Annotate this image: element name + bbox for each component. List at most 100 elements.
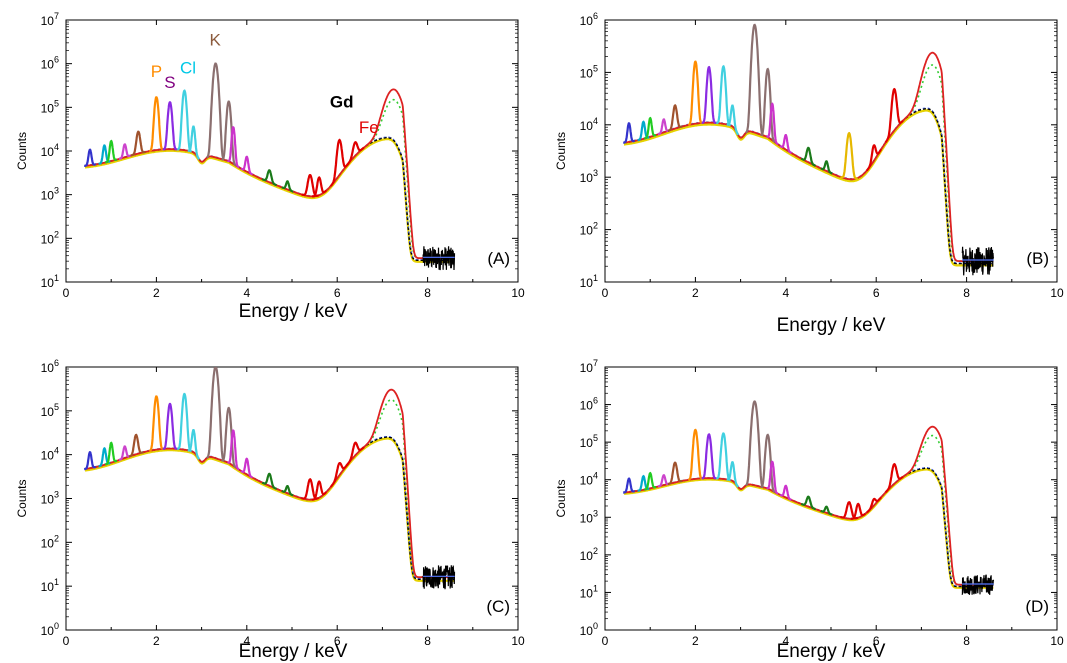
element-label: K <box>209 31 221 50</box>
y-tick-label: 101 <box>41 273 59 290</box>
peak-mark <box>840 131 859 180</box>
y-tick-label: 104 <box>580 471 598 488</box>
x-tick-label: 2 <box>692 286 699 300</box>
x-tick-label: 8 <box>963 634 970 648</box>
y-tick-label: 106 <box>580 11 598 28</box>
panel-2: 0 2 4 6 8 10 101 102 103 104 105 106 Energy / keV Cou… <box>554 11 1064 336</box>
element-label: Cl <box>180 58 196 77</box>
peak-mark <box>866 496 882 514</box>
peak-mark <box>281 180 294 193</box>
peak-mark <box>800 146 817 167</box>
element-label: S <box>164 73 175 92</box>
rayleigh-series <box>84 388 455 579</box>
peak-mark <box>206 62 225 161</box>
y-axis-label: Counts <box>15 132 29 170</box>
y-tick-label: 105 <box>580 433 598 450</box>
y-tick-label: 104 <box>41 142 59 159</box>
x-tick-label: 2 <box>153 286 160 300</box>
measured-tail-series <box>422 246 456 271</box>
peak-mark <box>760 433 776 494</box>
peak-mark <box>221 406 237 469</box>
scatter-background-series <box>624 107 994 264</box>
panel-1: 0 2 4 6 8 10 101 102 103 104 105 106 107 Energy / keV… <box>15 11 525 322</box>
panel-label: (C) <box>486 597 510 616</box>
rayleigh-series <box>84 88 455 260</box>
peak-mark <box>240 155 253 176</box>
model-background-series <box>624 107 994 265</box>
peak-mark <box>261 169 277 187</box>
panel-3: 0 2 4 6 8 10 100 101 102 103 104 105 106 Energy / keV… <box>15 358 525 662</box>
y-tick-label: 103 <box>41 490 59 507</box>
plot-area <box>623 23 995 276</box>
peak-mark <box>820 160 833 175</box>
peak-mark <box>850 502 867 520</box>
x-tick-label: 2 <box>692 634 699 648</box>
y-tick-label: 106 <box>41 55 59 72</box>
plot-frame <box>604 19 1058 283</box>
x-tick-label: 2 <box>153 634 160 648</box>
peak-mark <box>177 392 192 453</box>
y-tick-label: 106 <box>41 358 59 375</box>
y-tick-label: 103 <box>580 168 598 185</box>
peak-mark <box>687 60 703 127</box>
peak-mark <box>281 485 294 497</box>
panel-4: 0 2 4 6 8 10 100 101 102 103 104 105 106 107 Energy / … <box>554 358 1064 662</box>
peak-mark <box>726 461 740 488</box>
y-tick-label: 106 <box>580 396 598 413</box>
x-tick-label: 0 <box>63 286 70 300</box>
y-tick-label: 104 <box>41 446 59 463</box>
y-tick-label: 103 <box>580 508 598 525</box>
x-tick-label: 0 <box>63 634 70 648</box>
peak-mark <box>643 116 657 140</box>
y-tick-label: 102 <box>41 229 59 246</box>
y-tick-label: 107 <box>41 11 59 28</box>
peak-mark <box>104 139 118 164</box>
compton-series <box>624 434 994 586</box>
plot-area <box>83 367 456 590</box>
measured-tail-series <box>422 565 456 590</box>
peak-mark <box>657 118 670 136</box>
peak-mark <box>716 432 731 482</box>
peak-mark <box>345 140 365 167</box>
peak-mark <box>779 484 792 501</box>
peak-mark <box>84 148 96 167</box>
element-label: P <box>151 62 162 81</box>
peak-mark <box>820 505 833 516</box>
peak-mark <box>726 104 740 136</box>
y-tick-label: 102 <box>580 221 598 238</box>
peak-mark <box>311 480 327 501</box>
x-tick-label: 8 <box>963 286 970 300</box>
background-series <box>623 468 994 589</box>
peak-mark <box>701 433 717 480</box>
x-tick-label: 4 <box>243 634 250 648</box>
y-tick-label: 100 <box>580 621 598 638</box>
y-tick-label: 100 <box>41 621 59 638</box>
peak-mark <box>716 64 732 127</box>
peak-mark <box>118 143 131 160</box>
peak-mark <box>162 402 178 450</box>
x-axis-label: Energy / keV <box>239 301 348 322</box>
model-background-series <box>624 467 994 588</box>
peak-mark <box>311 176 328 198</box>
y-tick-label: 105 <box>580 63 598 80</box>
peak-mark <box>667 104 683 133</box>
peak-mark <box>766 460 779 495</box>
peak-mark <box>622 477 635 494</box>
peak-mark <box>884 87 904 143</box>
y-tick-label: 102 <box>580 546 598 563</box>
peak-mark <box>701 65 717 124</box>
peak-mark <box>227 126 240 169</box>
element-label: Fe <box>359 118 379 137</box>
peak-mark <box>760 67 776 143</box>
peak-mark <box>187 125 201 161</box>
peak-mark <box>623 122 635 144</box>
measured-tail-series <box>961 574 995 595</box>
peak-mark <box>687 428 703 481</box>
model-background-series <box>84 136 455 261</box>
compton-series <box>84 98 455 259</box>
x-tick-label: 8 <box>424 286 431 300</box>
x-tick-label: 0 <box>602 286 609 300</box>
element-label: Gd <box>330 92 354 111</box>
peak-mark <box>227 429 240 471</box>
peak-mark <box>104 441 118 466</box>
